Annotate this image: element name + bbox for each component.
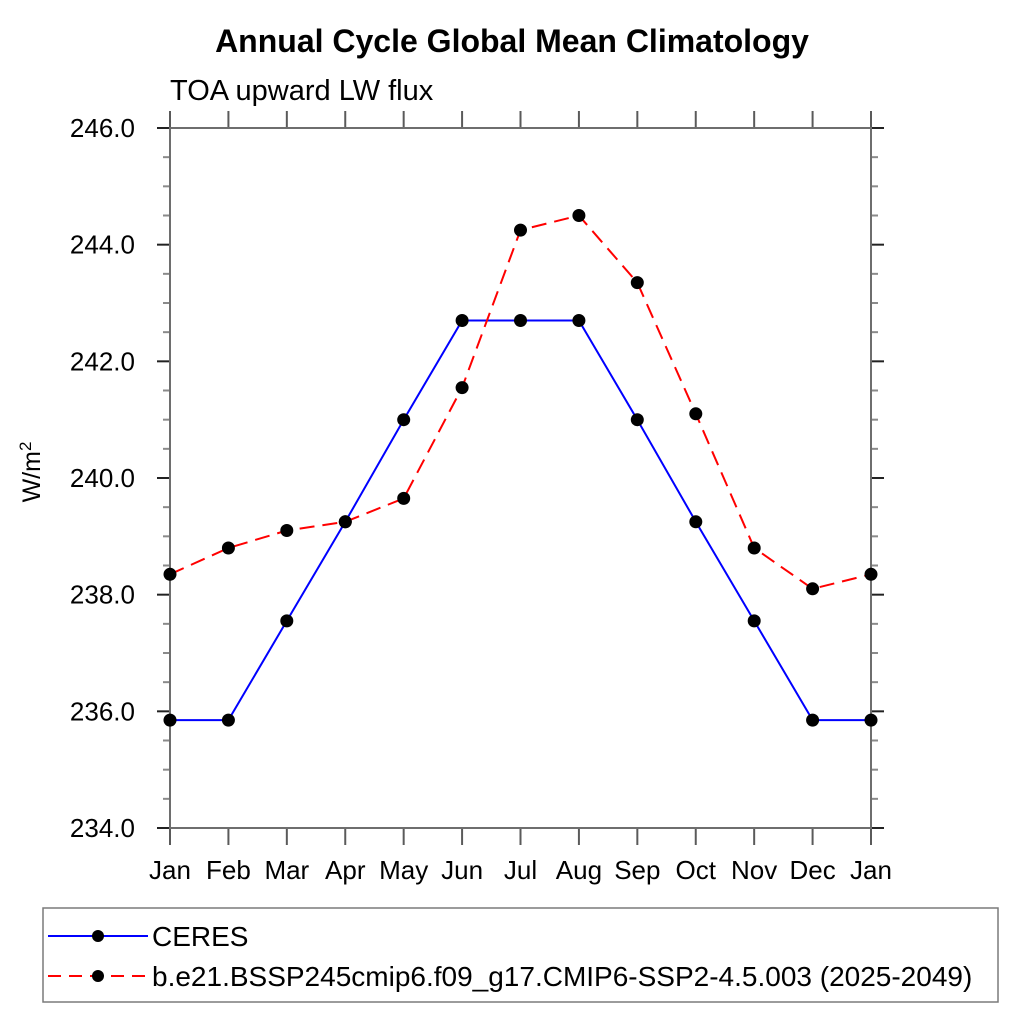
data-point-0-Sep [630, 413, 644, 427]
x-tick-label: Sep [614, 855, 660, 885]
x-tick-label: Nov [731, 855, 777, 885]
data-point-0-Oct [689, 515, 703, 529]
data-point-0-Nov [747, 614, 761, 628]
data-point-0-Jan [163, 713, 177, 727]
y-axis-title: W/m2 [16, 442, 46, 503]
series-layer [163, 209, 878, 727]
y-tick-label: 244.0 [70, 230, 135, 260]
data-point-1-Jun [455, 381, 469, 395]
x-tick-label: Apr [325, 855, 366, 885]
legend-marker-dot-ceres [92, 930, 104, 942]
x-tick-label: May [379, 855, 428, 885]
legend-entry-model: b.e21.BSSP245cmip6.f09_g17.CMIP6-SSP2-4.… [48, 961, 972, 992]
data-point-0-Jul [514, 314, 527, 327]
legend: CERES b.e21.BSSP245cmip6.f09_g17.CMIP6-S… [42, 907, 999, 1003]
y-minor-ticks [163, 156, 878, 800]
y-tick-label: 238.0 [70, 580, 135, 610]
x-tick-labels: Jan Feb Mar Apr May Jun Jul Aug Sep Oct Nov Dec Jan [149, 855, 892, 885]
data-point-0-Feb [221, 713, 235, 727]
y-tick-labels: 234.0 236.0 238.0 240.0 242.0 244.0 246.0 [70, 113, 135, 843]
chart-subtitle: TOA upward LW flux [170, 75, 434, 107]
series-line-1 [169, 214, 872, 590]
data-point-1-May [397, 491, 411, 505]
legend-marker-dot-model [92, 970, 104, 982]
data-point-1-Sep [630, 276, 644, 290]
data-point-1-Dec [806, 582, 820, 596]
y-tick-label: 234.0 [70, 813, 135, 843]
y-axis-title-superscript: 2 [16, 442, 35, 451]
x-tick-label: Oct [676, 855, 717, 885]
data-point-1-Mar [280, 524, 294, 537]
series-line-0 [170, 319, 871, 722]
x-tick-label: Mar [264, 855, 309, 885]
x-tick-label: Dec [789, 855, 835, 885]
x-tick-label: Feb [206, 855, 251, 885]
data-point-1-Jul [514, 223, 527, 237]
data-point-0-May [397, 413, 411, 427]
y-major-ticks [157, 127, 884, 829]
y-axis-title-main: W/m [18, 451, 46, 502]
x-month-ticks [169, 111, 872, 845]
x-tick-label: Jun [441, 855, 483, 885]
data-point-0-Jun [455, 314, 469, 327]
data-point-1-Jan [864, 567, 878, 581]
x-tick-label: Aug [556, 855, 602, 885]
data-point-0-Dec [806, 713, 820, 727]
x-tick-label: Jul [504, 855, 537, 885]
legend-label-ceres: CERES [152, 921, 248, 952]
data-point-1-Oct [689, 407, 703, 421]
data-point-1-Aug [572, 209, 586, 222]
x-tick-label: Jan [850, 855, 892, 885]
data-point-1-Nov [747, 541, 761, 555]
plot-frame [169, 127, 872, 829]
y-tick-label: 242.0 [70, 346, 135, 376]
data-point-1-Jan [163, 567, 177, 581]
chart-title: Annual Cycle Global Mean Climatology [215, 23, 809, 59]
legend-box [42, 907, 999, 1003]
legend-entry-ceres: CERES [48, 921, 248, 952]
data-point-1-Apr [338, 515, 352, 529]
data-point-0-Mar [280, 614, 294, 628]
y-tick-label: 240.0 [70, 463, 135, 493]
y-tick-label: 246.0 [70, 113, 135, 143]
data-point-0-Jan [864, 713, 878, 727]
y-tick-label: 236.0 [70, 696, 135, 726]
data-point-1-Feb [221, 541, 235, 555]
x-tick-label: Jan [149, 855, 191, 885]
data-point-0-Aug [572, 314, 586, 327]
legend-label-model: b.e21.BSSP245cmip6.f09_g17.CMIP6-SSP2-4.… [152, 961, 972, 992]
